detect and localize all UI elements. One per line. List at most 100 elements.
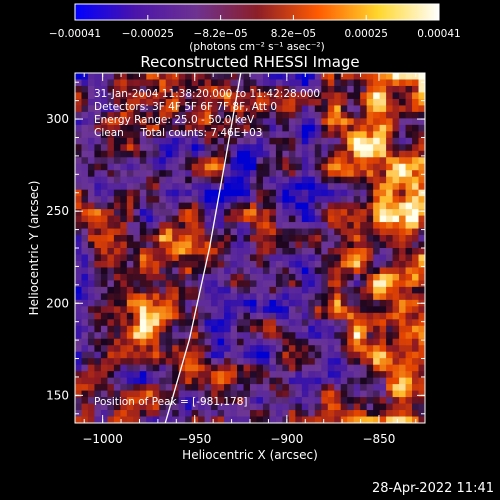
heatmap-cell bbox=[269, 254, 277, 262]
heatmap-cell bbox=[100, 397, 108, 404]
heatmap-cell bbox=[211, 403, 218, 411]
heatmap-cell bbox=[334, 228, 342, 236]
heatmap-cell bbox=[288, 267, 296, 275]
heatmap-cell bbox=[237, 286, 244, 294]
heatmap-cell bbox=[120, 351, 128, 359]
heatmap-cell bbox=[198, 215, 206, 223]
heatmap-cell bbox=[224, 85, 231, 93]
heatmap-cell bbox=[360, 150, 368, 158]
heatmap-cell bbox=[275, 364, 283, 372]
heatmap-cell bbox=[308, 118, 316, 126]
heatmap-cell bbox=[211, 111, 218, 119]
heatmap-cell bbox=[418, 209, 425, 216]
heatmap-cell bbox=[81, 150, 89, 158]
heatmap-image bbox=[75, 73, 425, 423]
heatmap-cell bbox=[340, 280, 348, 288]
heatmap-cell bbox=[392, 267, 400, 275]
heatmap-cell bbox=[165, 280, 173, 288]
heatmap-cell bbox=[295, 105, 303, 113]
heatmap-cell bbox=[250, 293, 257, 301]
heatmap-cell bbox=[146, 176, 154, 184]
heatmap-cell bbox=[185, 209, 193, 216]
heatmap-cell bbox=[256, 390, 264, 398]
heatmap-cell bbox=[412, 235, 419, 242]
heatmap-cell bbox=[75, 202, 82, 210]
heatmap-cell bbox=[107, 397, 115, 404]
heatmap-cell bbox=[113, 351, 121, 359]
heatmap-cell bbox=[230, 118, 238, 126]
heatmap-cell bbox=[256, 260, 264, 268]
heatmap-cell bbox=[94, 170, 102, 178]
heatmap-cell bbox=[100, 150, 108, 158]
heatmap-cell bbox=[152, 124, 160, 132]
heatmap-cell bbox=[405, 222, 413, 229]
heatmap-cell bbox=[217, 150, 225, 158]
heatmap-cell bbox=[250, 144, 257, 152]
heatmap-cell bbox=[340, 92, 348, 100]
heatmap-cell bbox=[327, 358, 335, 366]
heatmap-cell bbox=[133, 410, 141, 417]
heatmap-cell bbox=[353, 235, 361, 242]
heatmap-cell bbox=[321, 416, 329, 423]
heatmap-cell bbox=[353, 338, 361, 346]
heatmap-cell bbox=[152, 319, 160, 327]
heatmap-cell bbox=[237, 306, 244, 314]
heatmap-cell bbox=[204, 384, 212, 391]
heatmap-cell bbox=[198, 358, 206, 366]
heatmap-cell bbox=[373, 215, 381, 223]
heatmap-cell bbox=[327, 118, 335, 126]
heatmap-cell bbox=[87, 228, 95, 236]
heatmap-cell bbox=[230, 312, 238, 320]
heatmap-cell bbox=[191, 202, 199, 210]
heatmap-cell bbox=[321, 371, 329, 379]
heatmap-cell bbox=[100, 98, 108, 106]
heatmap-cell bbox=[282, 267, 290, 275]
heatmap-cell bbox=[204, 111, 212, 119]
heatmap-cell bbox=[172, 131, 180, 139]
heatmap-cell bbox=[327, 215, 335, 223]
heatmap-cell bbox=[301, 254, 309, 262]
heatmap-cell bbox=[230, 345, 238, 353]
heatmap-cell bbox=[392, 235, 400, 242]
heatmap-cell bbox=[269, 105, 277, 113]
heatmap-cell bbox=[243, 260, 251, 268]
heatmap-cell bbox=[185, 364, 193, 372]
heatmap-cell bbox=[152, 202, 160, 210]
heatmap-cell bbox=[230, 267, 238, 275]
heatmap-cell bbox=[100, 196, 108, 204]
heatmap-cell bbox=[152, 73, 160, 80]
heatmap-cell bbox=[275, 163, 283, 171]
heatmap-cell bbox=[191, 131, 199, 139]
heatmap-cell bbox=[295, 98, 303, 106]
heatmap-cell bbox=[275, 293, 283, 301]
heatmap-cell bbox=[211, 371, 218, 379]
heatmap-cell bbox=[360, 248, 368, 255]
heatmap-cell bbox=[107, 306, 115, 314]
heatmap-cell bbox=[204, 299, 212, 307]
heatmap-cell bbox=[75, 260, 82, 268]
heatmap-cell bbox=[224, 410, 231, 417]
heatmap-cell bbox=[295, 235, 303, 242]
heatmap-cell bbox=[379, 170, 387, 178]
heatmap-cell bbox=[243, 98, 251, 106]
heatmap-cell bbox=[237, 157, 244, 165]
heatmap-cell bbox=[139, 312, 147, 320]
heatmap-cell bbox=[198, 312, 206, 320]
heatmap-cell bbox=[256, 137, 264, 145]
heatmap-cell bbox=[133, 73, 141, 80]
heatmap-cell bbox=[347, 105, 355, 113]
heatmap-cell bbox=[314, 410, 322, 417]
heatmap-cell bbox=[314, 85, 322, 93]
heatmap-cell bbox=[165, 306, 173, 314]
heatmap-cell bbox=[100, 410, 108, 417]
heatmap-cell bbox=[217, 312, 225, 320]
heatmap-cell bbox=[94, 248, 102, 255]
heatmap-cell bbox=[120, 150, 128, 158]
heatmap-cell bbox=[107, 98, 115, 106]
heatmap-cell bbox=[133, 312, 141, 320]
heatmap-cell bbox=[288, 312, 296, 320]
heatmap-cell bbox=[191, 280, 199, 288]
heatmap-cell bbox=[334, 144, 342, 152]
